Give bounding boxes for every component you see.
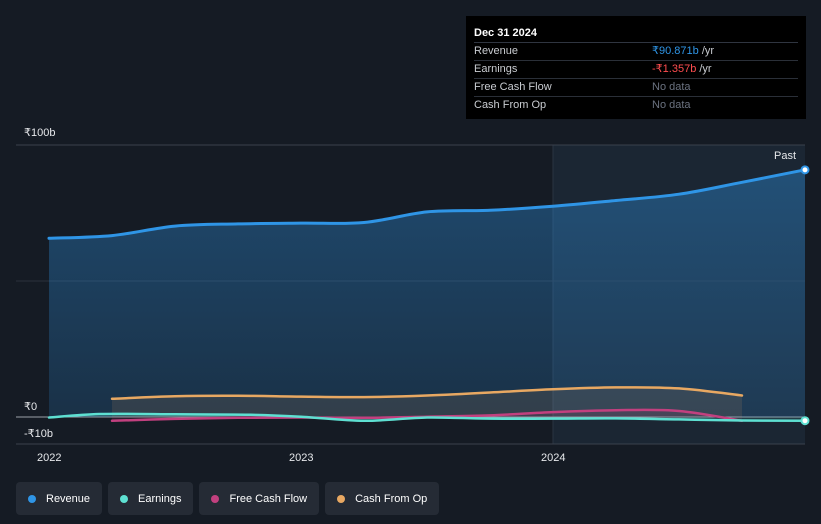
- tooltip-row-earnings: Earnings -₹1.357b /yr: [474, 61, 798, 79]
- y-tick-label-neg10: -₹10b: [24, 428, 54, 440]
- tooltip-row-revenue: Revenue ₹90.871b /yr: [474, 43, 798, 61]
- revenue-area: [49, 169, 805, 417]
- tooltip-label: Free Cash Flow: [474, 81, 552, 93]
- legend-label: Revenue: [46, 492, 91, 505]
- chart-legend: Revenue Earnings Free Cash Flow Cash Fro…: [16, 482, 440, 515]
- revenue-unit: /yr: [698, 45, 715, 57]
- tooltip-row-cash-from-op: Cash From Op No data: [474, 97, 798, 114]
- legend-dot-icon: [337, 494, 346, 503]
- tooltip-label: Revenue: [474, 45, 519, 57]
- tooltip-value: ₹90.871b /yr: [652, 43, 714, 60]
- tooltip-date: Dec 31 2024: [474, 25, 798, 43]
- data-tooltip: Dec 31 2024 Revenue ₹90.871b /yr Earning…: [466, 16, 806, 119]
- x-tick-label-2024: 2024: [541, 452, 566, 464]
- earnings-value: -₹1.357b: [652, 63, 697, 75]
- tooltip-label: Earnings: [474, 63, 518, 75]
- revenue-value: ₹90.871b: [652, 45, 699, 57]
- earnings-unit: /yr: [696, 63, 712, 75]
- earnings-line: [47, 412, 807, 423]
- tooltip-value: -₹1.357b /yr: [652, 61, 712, 78]
- cash-from-op-area: [112, 387, 742, 417]
- legend-dot-icon: [211, 494, 220, 503]
- x-tick-label-2022: 2022: [37, 452, 62, 464]
- legend-label: Cash From Op: [355, 492, 428, 505]
- legend-label: Free Cash Flow: [229, 492, 308, 505]
- legend-item-earnings[interactable]: Earnings: [108, 482, 194, 515]
- legend-label: Earnings: [138, 492, 182, 505]
- legend-dot-icon: [28, 494, 36, 503]
- free-cash-flow-area: [112, 409, 742, 421]
- tooltip-label: Cash From Op: [474, 99, 547, 111]
- legend-item-cash-from-op[interactable]: Cash From Op: [325, 482, 440, 515]
- legend-dot-icon: [120, 494, 129, 503]
- legend-item-revenue[interactable]: Revenue: [16, 482, 103, 515]
- tooltip-row-free-cash-flow: Free Cash Flow No data: [474, 79, 798, 97]
- legend-item-free-cash-flow[interactable]: Free Cash Flow: [199, 482, 320, 515]
- earnings-end-marker: [800, 416, 810, 426]
- cash-from-op-line: [110, 386, 744, 401]
- tooltip-value: No data: [652, 81, 691, 93]
- revenue-end-marker: [800, 165, 810, 175]
- y-tick-label-100: ₹100b: [24, 127, 56, 139]
- x-tick-label-2023: 2023: [289, 452, 314, 464]
- revenue-line: [47, 168, 807, 240]
- y-tick-label-0: ₹0: [24, 401, 38, 413]
- tooltip-value: No data: [652, 99, 691, 111]
- past-region-label: Past: [774, 150, 797, 162]
